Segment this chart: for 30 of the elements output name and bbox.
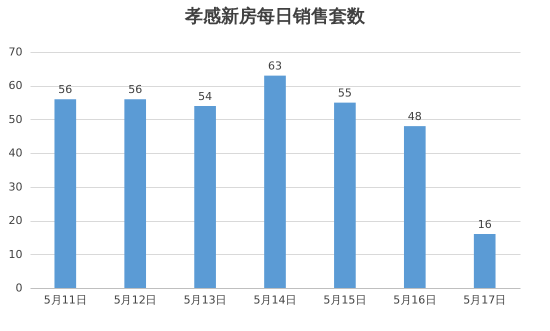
data-label: 54 bbox=[198, 90, 212, 103]
data-label: 56 bbox=[58, 83, 72, 96]
data-label: 55 bbox=[338, 86, 352, 100]
bar bbox=[334, 102, 356, 288]
x-tick-label: 5月17日 bbox=[463, 294, 506, 306]
x-tick-label: 5月11日 bbox=[44, 294, 87, 306]
data-label: 63 bbox=[268, 60, 282, 73]
bar bbox=[474, 234, 496, 288]
x-tick-label: 5月12日 bbox=[114, 294, 157, 306]
x-tick-label: 5月15日 bbox=[323, 294, 366, 306]
y-tick-label: 20 bbox=[8, 214, 22, 228]
bar bbox=[194, 106, 216, 288]
x-tick-label: 5月16日 bbox=[393, 294, 436, 306]
bar bbox=[124, 99, 146, 288]
bar bbox=[264, 76, 286, 288]
y-tick-label: 30 bbox=[8, 180, 22, 194]
y-tick-label: 40 bbox=[8, 146, 22, 160]
y-tick-label: 50 bbox=[8, 112, 22, 126]
bar bbox=[54, 99, 76, 288]
data-label: 48 bbox=[408, 110, 422, 124]
y-tick-label: 10 bbox=[8, 248, 22, 261]
data-label: 56 bbox=[128, 83, 142, 96]
bar bbox=[404, 126, 426, 288]
x-tick-label: 5月13日 bbox=[184, 294, 227, 306]
chart-title: 孝感新房每日销售套数 bbox=[184, 6, 366, 27]
y-tick-label: 70 bbox=[8, 46, 22, 58]
data-label: 16 bbox=[478, 218, 492, 232]
y-tick-label: 0 bbox=[16, 282, 22, 294]
x-tick-label: 5月14日 bbox=[254, 294, 296, 306]
y-tick-label: 60 bbox=[8, 79, 22, 92]
